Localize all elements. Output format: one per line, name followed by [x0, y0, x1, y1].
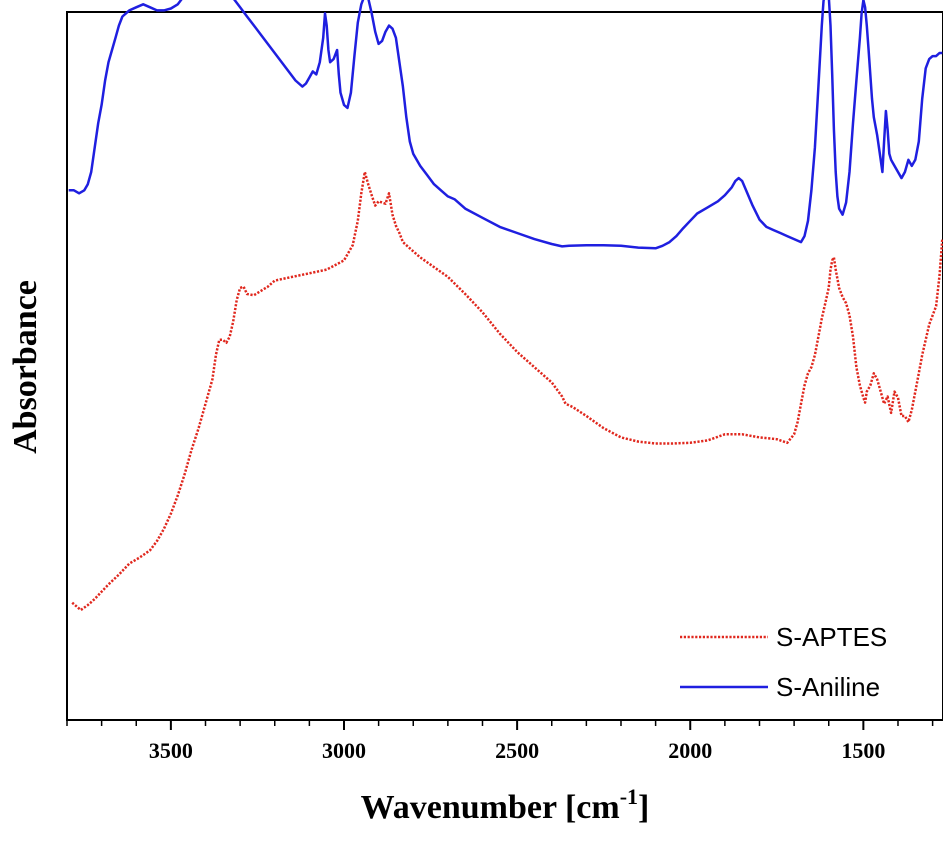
series-line-s-aniline: [68, 0, 943, 250]
x-tick-label-2500: 2500: [495, 738, 539, 763]
x-axis-title: Wavenumber [cm-1]: [361, 784, 650, 826]
plot-frame: [66, 11, 943, 721]
x-tick-label-1500: 1500: [841, 738, 885, 763]
x-tick-label-3000: 3000: [322, 738, 366, 763]
legend-entry-s-aniline: S-Aniline: [680, 672, 880, 702]
legend-entry-s-aptes: S-APTES: [680, 622, 887, 652]
legend-label-s-aptes: S-APTES: [776, 622, 887, 652]
series-layer: [68, 0, 943, 612]
x-axis-title-main: Wavenumber [cm: [361, 789, 620, 826]
x-axis-title-close: ]: [638, 789, 649, 826]
x-ticks: 3500 3000 2500 2000 1500: [66, 720, 934, 763]
x-tick-label-2000: 2000: [668, 738, 712, 763]
legend: S-APTES S-Aniline: [680, 622, 887, 702]
series-line-s-aptes: [71, 170, 943, 612]
x-tick-label-3500: 3500: [149, 738, 193, 763]
y-axis-title: Absorbance: [7, 280, 44, 454]
legend-label-s-aniline: S-Aniline: [776, 672, 880, 702]
plot-area: 3500 3000 2500 2000 1500: [66, 0, 943, 763]
x-axis-title-superscript: -1: [620, 784, 638, 809]
